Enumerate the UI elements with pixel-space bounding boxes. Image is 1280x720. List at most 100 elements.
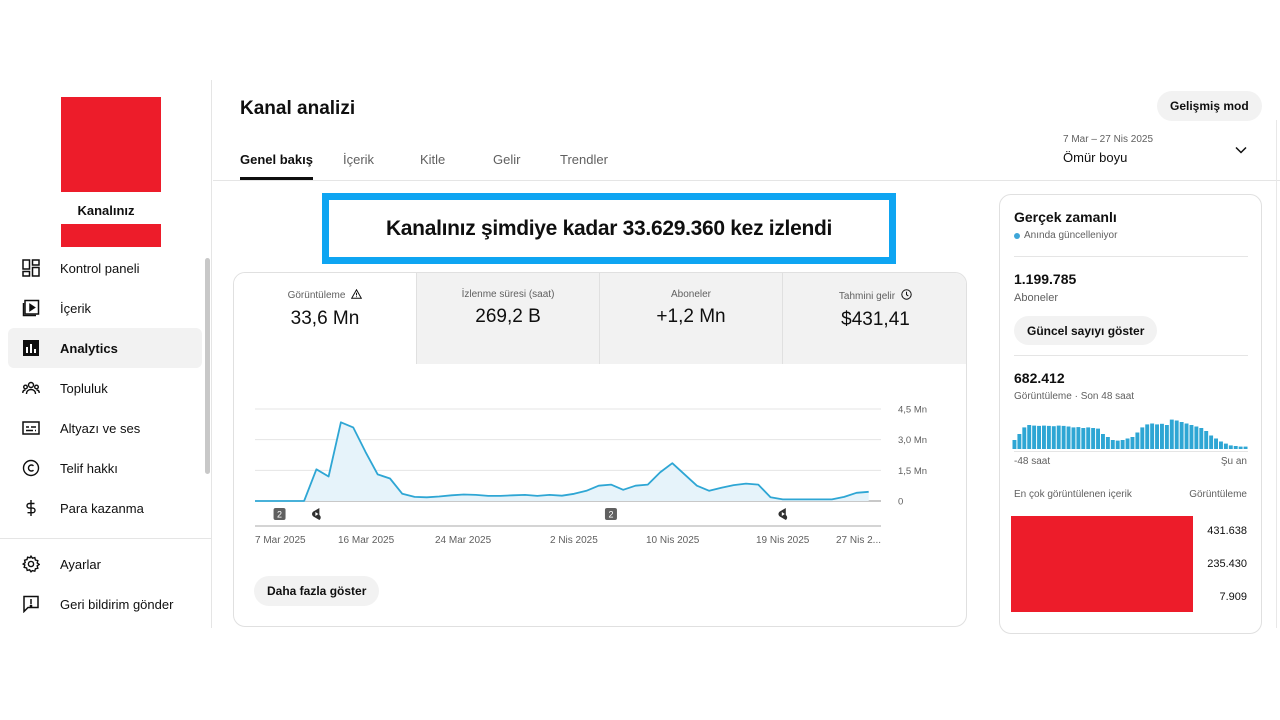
realtime-bar: [1071, 427, 1076, 449]
x-tick-label: 24 Mar 2025: [435, 535, 492, 546]
realtime-bar: [1120, 440, 1125, 449]
series-line: [255, 421, 869, 502]
y-tick-label: 0: [898, 497, 903, 508]
header-divider: [213, 180, 1280, 181]
banner-text: Kanalınız şimdiye kadar 33.629.360 kez i…: [385, 216, 833, 240]
advanced-mode-button[interactable]: Gelişmiş mod: [1157, 91, 1262, 121]
realtime-subtitle: Anında güncelleniyor: [1024, 230, 1118, 241]
realtime-bar: [1233, 446, 1238, 449]
realtime-bar: [1101, 434, 1105, 449]
subtitles-icon: [20, 417, 42, 439]
top-content-views: 7.909: [1219, 591, 1247, 603]
divider: [1014, 355, 1248, 356]
top-content-thumbnails[interactable]: [1011, 516, 1193, 612]
sidebar-item-label: Kontrol paneli: [60, 260, 140, 276]
realtime-bar: [1189, 425, 1194, 449]
metric-revenue[interactable]: Tahmini gelir $431,41: [783, 273, 966, 364]
top-content-views: 431.638: [1207, 525, 1247, 537]
sidebar-divider: [0, 538, 212, 539]
warning-icon: [351, 288, 363, 302]
sidebar-item-subtitles[interactable]: Altyazı ve ses: [8, 408, 202, 448]
metric-watch-time[interactable]: İzlenme süresi (saat) 269,2 B: [417, 273, 600, 364]
sidebar-item-dashboard[interactable]: Kontrol paneli: [8, 248, 202, 288]
views-48h-count: 682.412: [1014, 370, 1065, 386]
clock-icon: [901, 289, 912, 303]
realtime-bar: [1022, 427, 1027, 449]
metric-subscribers[interactable]: Aboneler +1,2 Mn: [600, 273, 783, 364]
metric-value: $431,41: [841, 309, 910, 330]
x-tick-label: 27 Nis 2...: [836, 535, 881, 546]
sidebar-item-copyright[interactable]: Telif hakkı: [8, 448, 202, 488]
sidebar-item-community[interactable]: Topluluk: [8, 368, 202, 408]
realtime-bar: [1204, 431, 1209, 449]
community-icon: [20, 377, 42, 399]
page-title: Kanal analizi: [240, 98, 356, 119]
realtime-bar: [1228, 445, 1233, 449]
analytics-icon: [20, 337, 42, 359]
metric-value: 33,6 Mn: [290, 308, 360, 329]
show-current-count-button[interactable]: Güncel sayıyı göster: [1014, 316, 1158, 345]
sidebar-item-content[interactable]: İçerik: [8, 288, 202, 328]
y-tick-label: 4,5 Mn: [898, 405, 927, 416]
realtime-bar: [1209, 435, 1214, 449]
realtime-bar: [1194, 426, 1199, 449]
metric-label: Görüntüleme: [287, 290, 346, 301]
realtime-bar: [1037, 425, 1041, 449]
top-content-views: 235.430: [1207, 558, 1247, 570]
y-tick-label: 1,5 Mn: [898, 466, 927, 477]
sidebar-item-feedback[interactable]: Geri bildirim gönder: [8, 584, 202, 624]
realtime-bar: [1105, 437, 1110, 449]
show-more-button[interactable]: Daha fazla göster: [254, 576, 380, 606]
app-window: Kanalınız Kontrol paneli İçerik Analytic…: [0, 80, 1280, 634]
y-tick-label: 3,0 Mn: [898, 435, 927, 446]
date-range[interactable]: 7 Mar – 27 Nis 2025: [1063, 134, 1154, 145]
dashboard-icon: [20, 257, 42, 279]
upload-count-marker: [273, 508, 286, 520]
realtime-bar: [1046, 425, 1051, 449]
realtime-bar: [1140, 427, 1145, 449]
tab-content[interactable]: İçerik: [343, 152, 375, 167]
chart-baseline: [1014, 451, 1248, 452]
metric-label: İzlenme süresi (saat): [461, 289, 555, 300]
tab-overview[interactable]: Genel bakış: [240, 152, 313, 180]
realtime-status: Anında güncelleniyor: [1014, 230, 1117, 241]
copyright-icon: [20, 457, 42, 479]
metric-views[interactable]: Görüntüleme 33,6 Mn: [234, 273, 417, 364]
realtime-bar: [1061, 425, 1066, 449]
metric-label: Aboneler: [670, 289, 712, 300]
sidebar-item-label: İçerik: [60, 300, 92, 316]
realtime-bar: [1027, 425, 1032, 449]
date-period[interactable]: Ömür boyu: [1063, 150, 1128, 165]
realtime-bar: [1184, 423, 1189, 449]
tab-audience[interactable]: Kitle: [420, 152, 446, 167]
sidebar-scrollbar[interactable]: [205, 258, 210, 474]
realtime-bar: [1076, 427, 1081, 449]
realtime-bar: [1017, 434, 1022, 449]
upload-count-label: 2: [608, 510, 613, 520]
sidebar-item-monetization[interactable]: Para kazanma: [8, 488, 202, 528]
sidebar-item-analytics[interactable]: Analytics: [8, 328, 202, 368]
top-content-label: En çok görüntülenen içerik: [1014, 489, 1132, 500]
sidebar-item-label: Altyazı ve ses: [60, 420, 141, 436]
tab-trends[interactable]: Trendler: [560, 152, 608, 167]
realtime-bar: [1042, 425, 1046, 449]
sidebar-item-settings[interactable]: Ayarlar: [8, 544, 202, 584]
realtime-bar: [1081, 428, 1086, 449]
shorts-icon-play: [781, 512, 785, 516]
realtime-bar: [1219, 441, 1223, 449]
realtime-bar: [1179, 422, 1184, 449]
realtime-bar: [1223, 443, 1228, 449]
realtime-bar: [1066, 426, 1071, 449]
views-chart-svg: 4,5 Mn 3,0 Mn 1,5 Mn 0 2 2 7 Mar 2025 16 Mar 20…: [255, 405, 927, 546]
realtime-title: Gerçek zamanlı: [1014, 209, 1117, 225]
sidebar-item-label: Analytics: [60, 340, 118, 356]
x-tick-label: 19 Nis 2025: [756, 535, 810, 546]
realtime-bar: [1056, 425, 1061, 449]
realtime-bar: [1243, 446, 1248, 449]
page-scrollbar[interactable]: [1276, 120, 1279, 628]
sidebar-item-label: Telif hakkı: [60, 460, 118, 476]
tab-revenue[interactable]: Gelir: [493, 152, 521, 167]
upload-count-marker: [604, 508, 617, 520]
channel-avatar[interactable]: [61, 97, 161, 192]
chevron-down-icon[interactable]: [1234, 143, 1248, 162]
